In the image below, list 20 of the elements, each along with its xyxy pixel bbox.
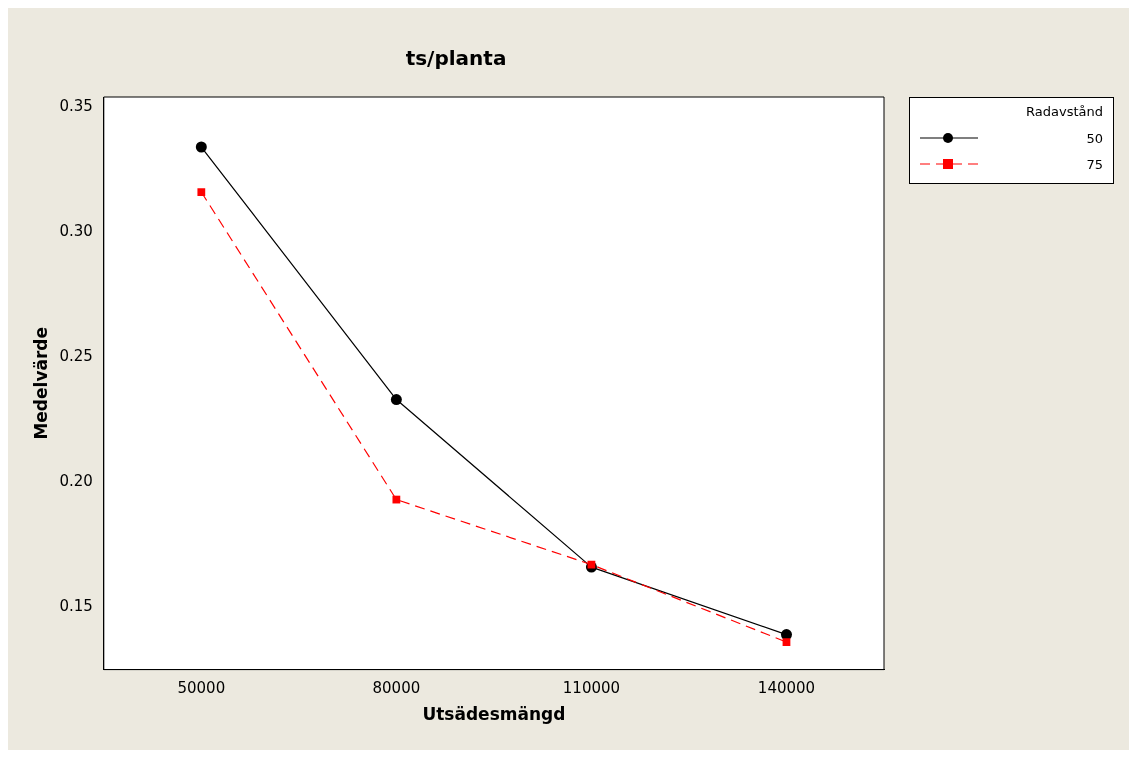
y-tick-label: 0.35 bbox=[59, 96, 93, 115]
point bbox=[195, 141, 207, 153]
x-tick-label: 140000 bbox=[757, 679, 816, 698]
y-tick-label: 0.25 bbox=[59, 346, 93, 365]
y-tick-label: 0.20 bbox=[59, 471, 93, 490]
point bbox=[197, 188, 206, 196]
point bbox=[392, 495, 401, 504]
legend-title: Radavstånd bbox=[1025, 104, 1103, 119]
text: 75 bbox=[1086, 156, 1103, 172]
chart-title: ts/planta bbox=[405, 46, 507, 71]
y-tick-label: 0.15 bbox=[59, 596, 93, 615]
point bbox=[782, 638, 791, 646]
x-tick-label: 80000 bbox=[372, 679, 421, 698]
text: 50 bbox=[1086, 130, 1103, 146]
y-tick-label: 0.30 bbox=[59, 221, 93, 240]
x-tick-label: 110000 bbox=[562, 679, 621, 698]
y-axis-title: Medelvärde bbox=[30, 327, 51, 440]
point bbox=[390, 394, 402, 406]
x-tick-label: 50000 bbox=[177, 679, 226, 698]
x-axis-title: Utsädesmängd bbox=[422, 704, 566, 725]
